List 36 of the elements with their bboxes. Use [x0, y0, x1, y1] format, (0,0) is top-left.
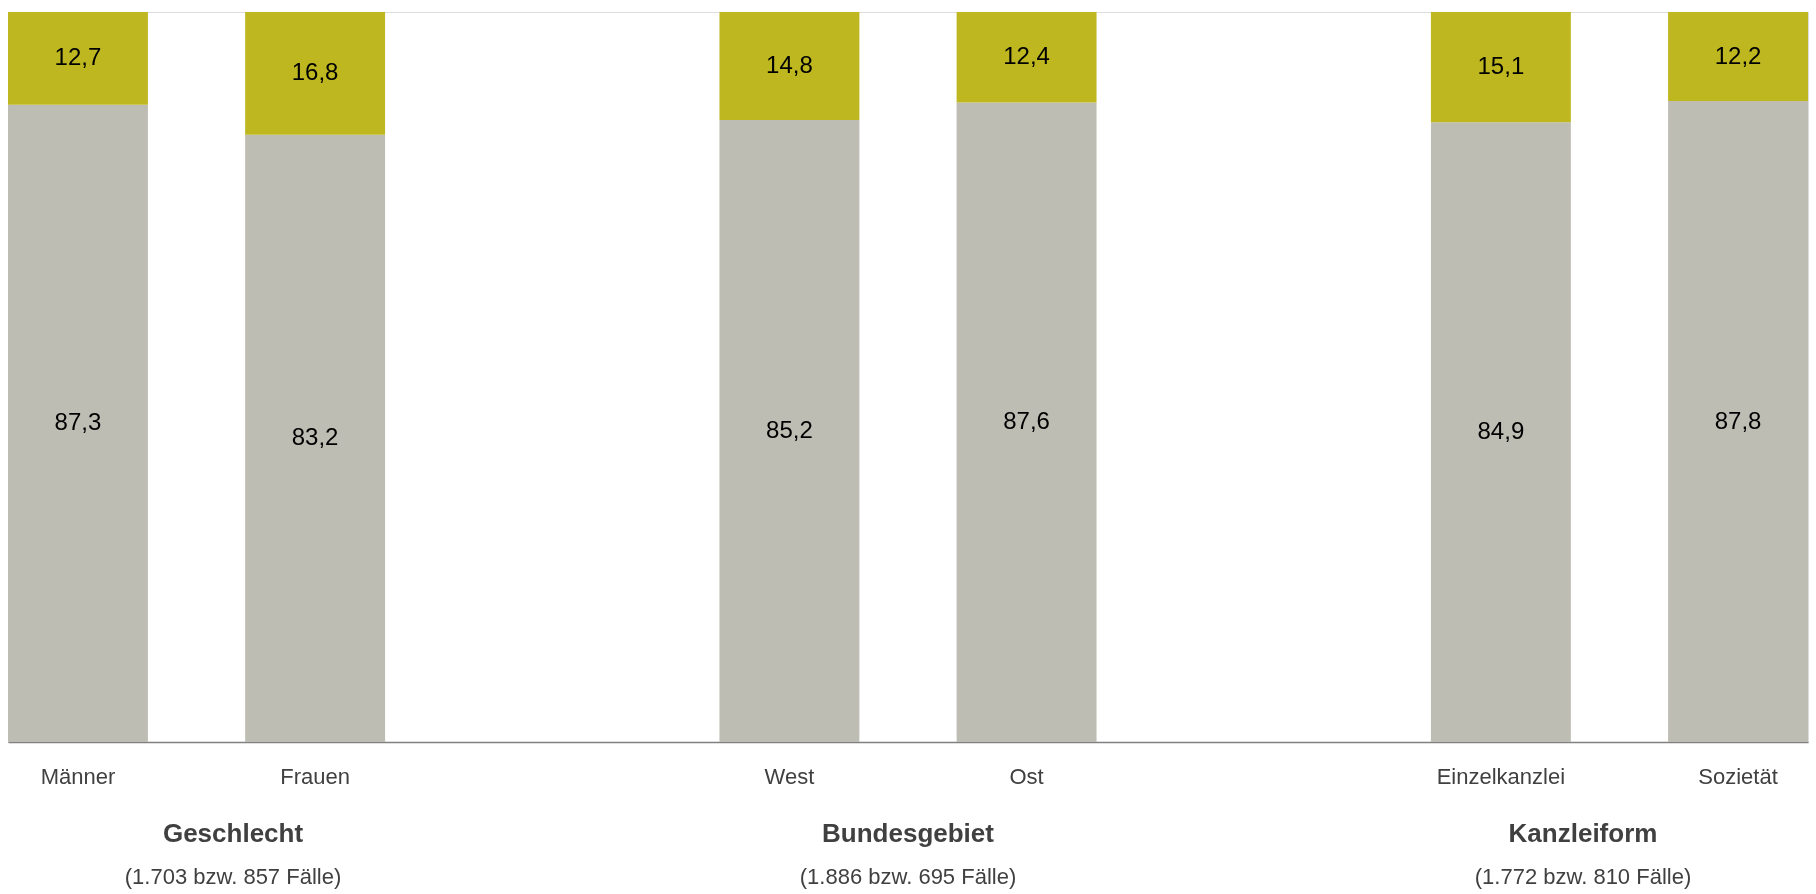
data-label: 84,9 [1477, 417, 1525, 445]
text: Geschlecht [162, 818, 304, 848]
text: Kanzleiform [1508, 818, 1658, 848]
text: (1.886 bzw. 695 Fälle) [799, 864, 1017, 889]
data-label: 87,8 [1714, 406, 1762, 434]
data-label: 83,2 [291, 423, 339, 451]
data-label: 12,2 [1714, 41, 1762, 69]
bar [245, 134, 386, 742]
x-tick-label: Ost [1009, 763, 1044, 789]
data-label: 85,2 [766, 416, 813, 444]
data-label: 15,1 [1477, 52, 1525, 80]
text: Bundesgebiet [822, 818, 995, 848]
bar [8, 12, 148, 105]
text: (1.772 bzw. 810 Fälle) [1474, 864, 1692, 889]
text: (1.703 bzw. 857 Fälle) [124, 864, 342, 889]
x-tick-label: Einzelkanzlei [1436, 763, 1566, 789]
bar [1668, 12, 1808, 102]
x-tick-label: Sozietät [1698, 763, 1778, 789]
data-label: 16,8 [291, 58, 339, 86]
bar [719, 12, 860, 121]
data-label: 14,8 [766, 51, 813, 79]
data-label: 87,3 [54, 408, 102, 436]
bar [1668, 101, 1808, 742]
x-tick-label: West [764, 763, 815, 789]
data-label: 12,7 [54, 43, 102, 71]
x-tick-label: Männer [40, 763, 116, 789]
bar [956, 12, 1097, 103]
bar [1430, 12, 1571, 123]
bar [1430, 122, 1571, 742]
bar [719, 120, 860, 742]
data-label: 87,6 [1003, 407, 1050, 435]
bar [245, 12, 386, 135]
bar [8, 104, 148, 742]
x-tick-label: Frauen [280, 763, 350, 789]
data-label: 12,4 [1003, 42, 1050, 70]
bar [956, 102, 1097, 742]
